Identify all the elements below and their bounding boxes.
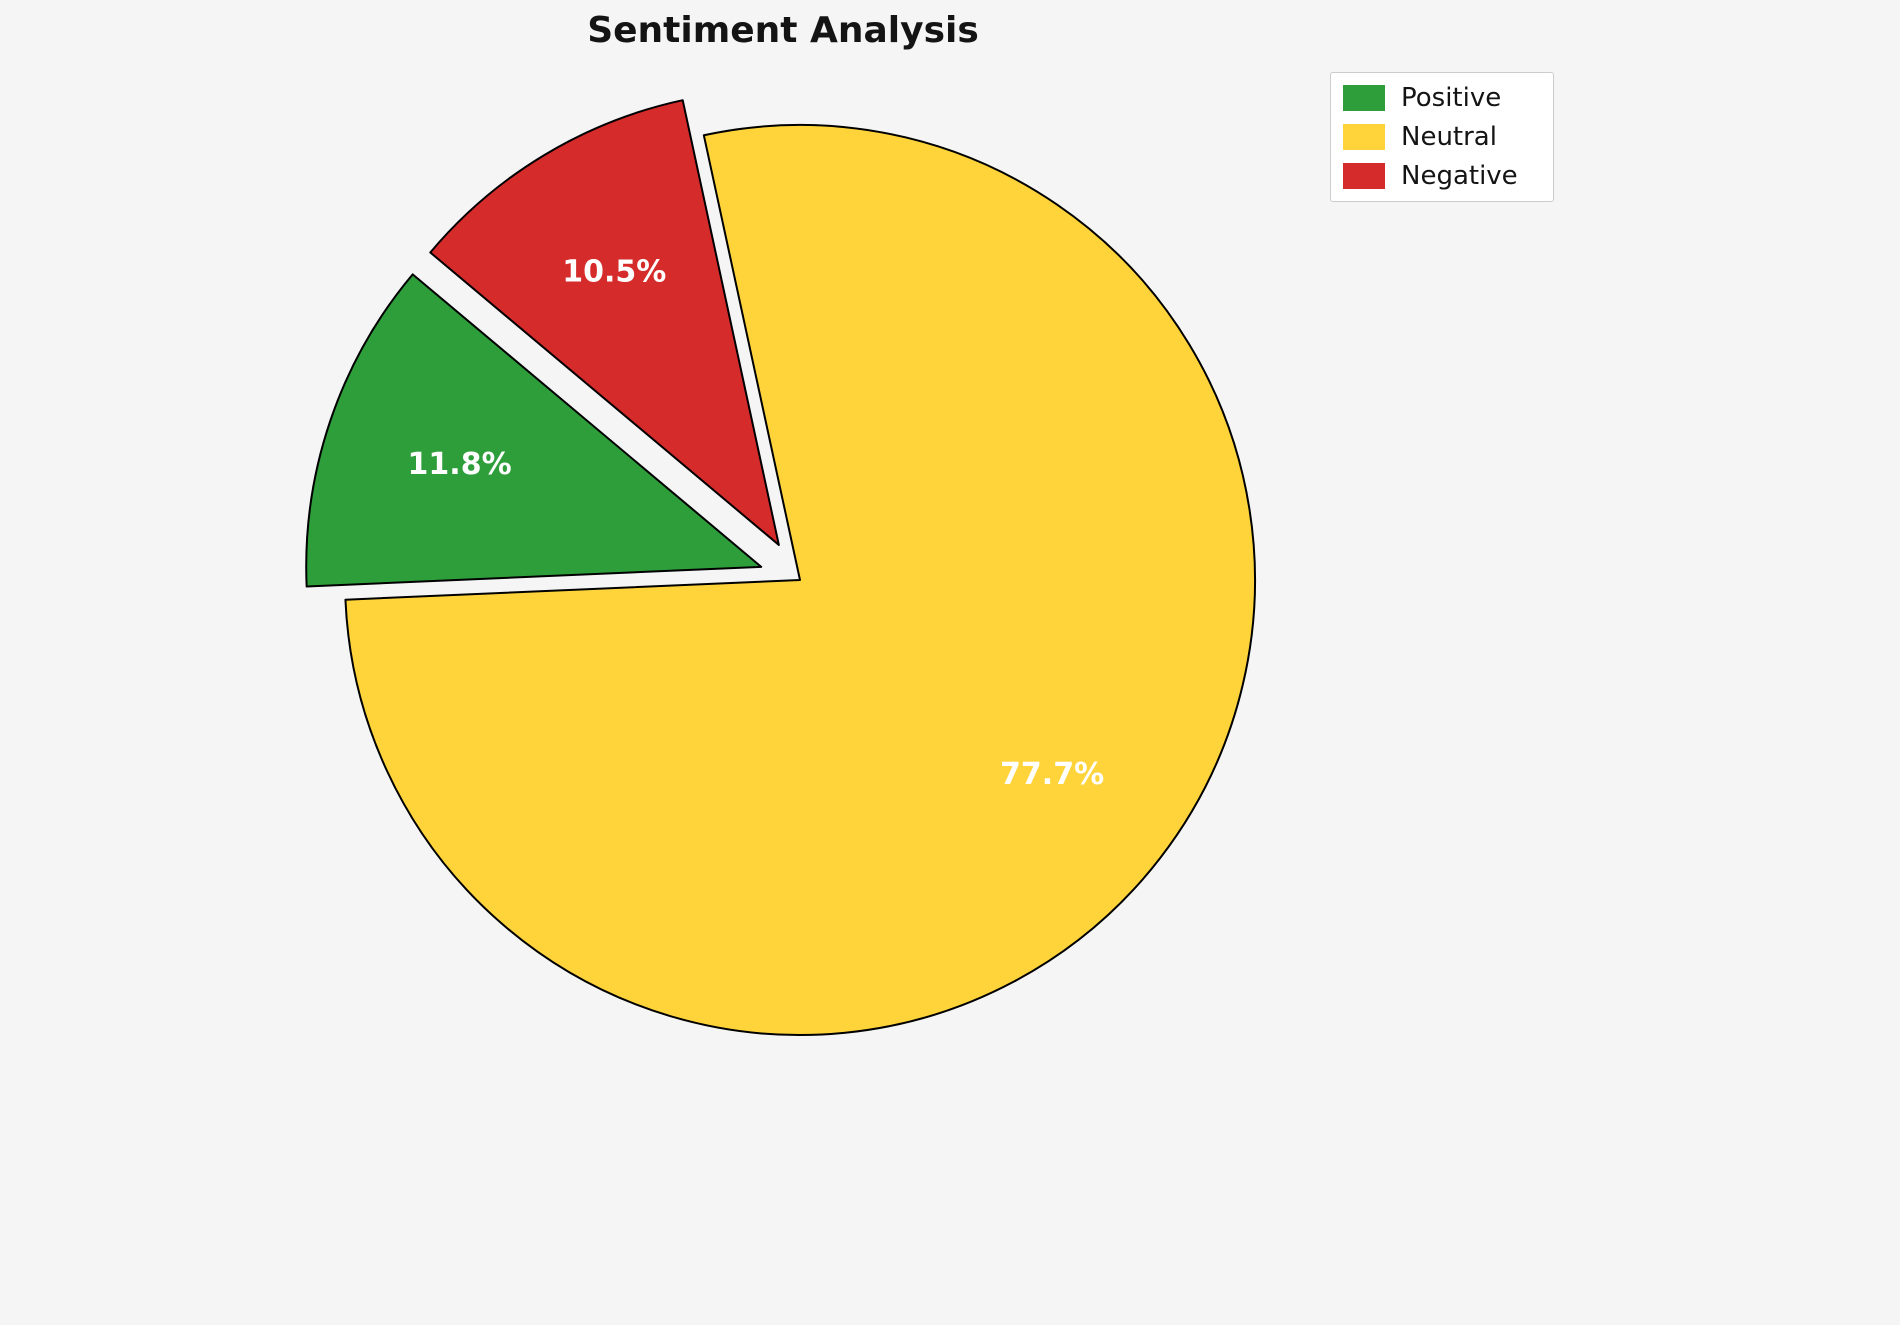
pie-slice-neutral <box>344 124 1256 1036</box>
legend-swatch-positive <box>1343 85 1385 111</box>
legend-item-negative: Negative <box>1343 163 1541 189</box>
pie-slice-pct-label-positive: 11.8% <box>408 447 512 482</box>
legend-swatch-neutral <box>1343 124 1385 150</box>
legend-item-positive: Positive <box>1343 85 1541 111</box>
pie-slice-pct-label-neutral: 77.7% <box>1000 757 1104 792</box>
chart-title: Sentiment Analysis <box>587 10 979 51</box>
pie-slice-pct-label-negative: 10.5% <box>562 255 666 290</box>
legend-swatch-negative <box>1343 163 1385 189</box>
legend-label-positive: Positive <box>1401 83 1502 113</box>
legend-label-neutral: Neutral <box>1401 122 1497 152</box>
pie-slice-positive <box>305 273 763 588</box>
legend-item-neutral: Neutral <box>1343 124 1541 150</box>
legend-label-negative: Negative <box>1401 161 1518 191</box>
legend: Positive Neutral Negative <box>1330 72 1554 202</box>
pie-slice-negative <box>429 99 780 546</box>
